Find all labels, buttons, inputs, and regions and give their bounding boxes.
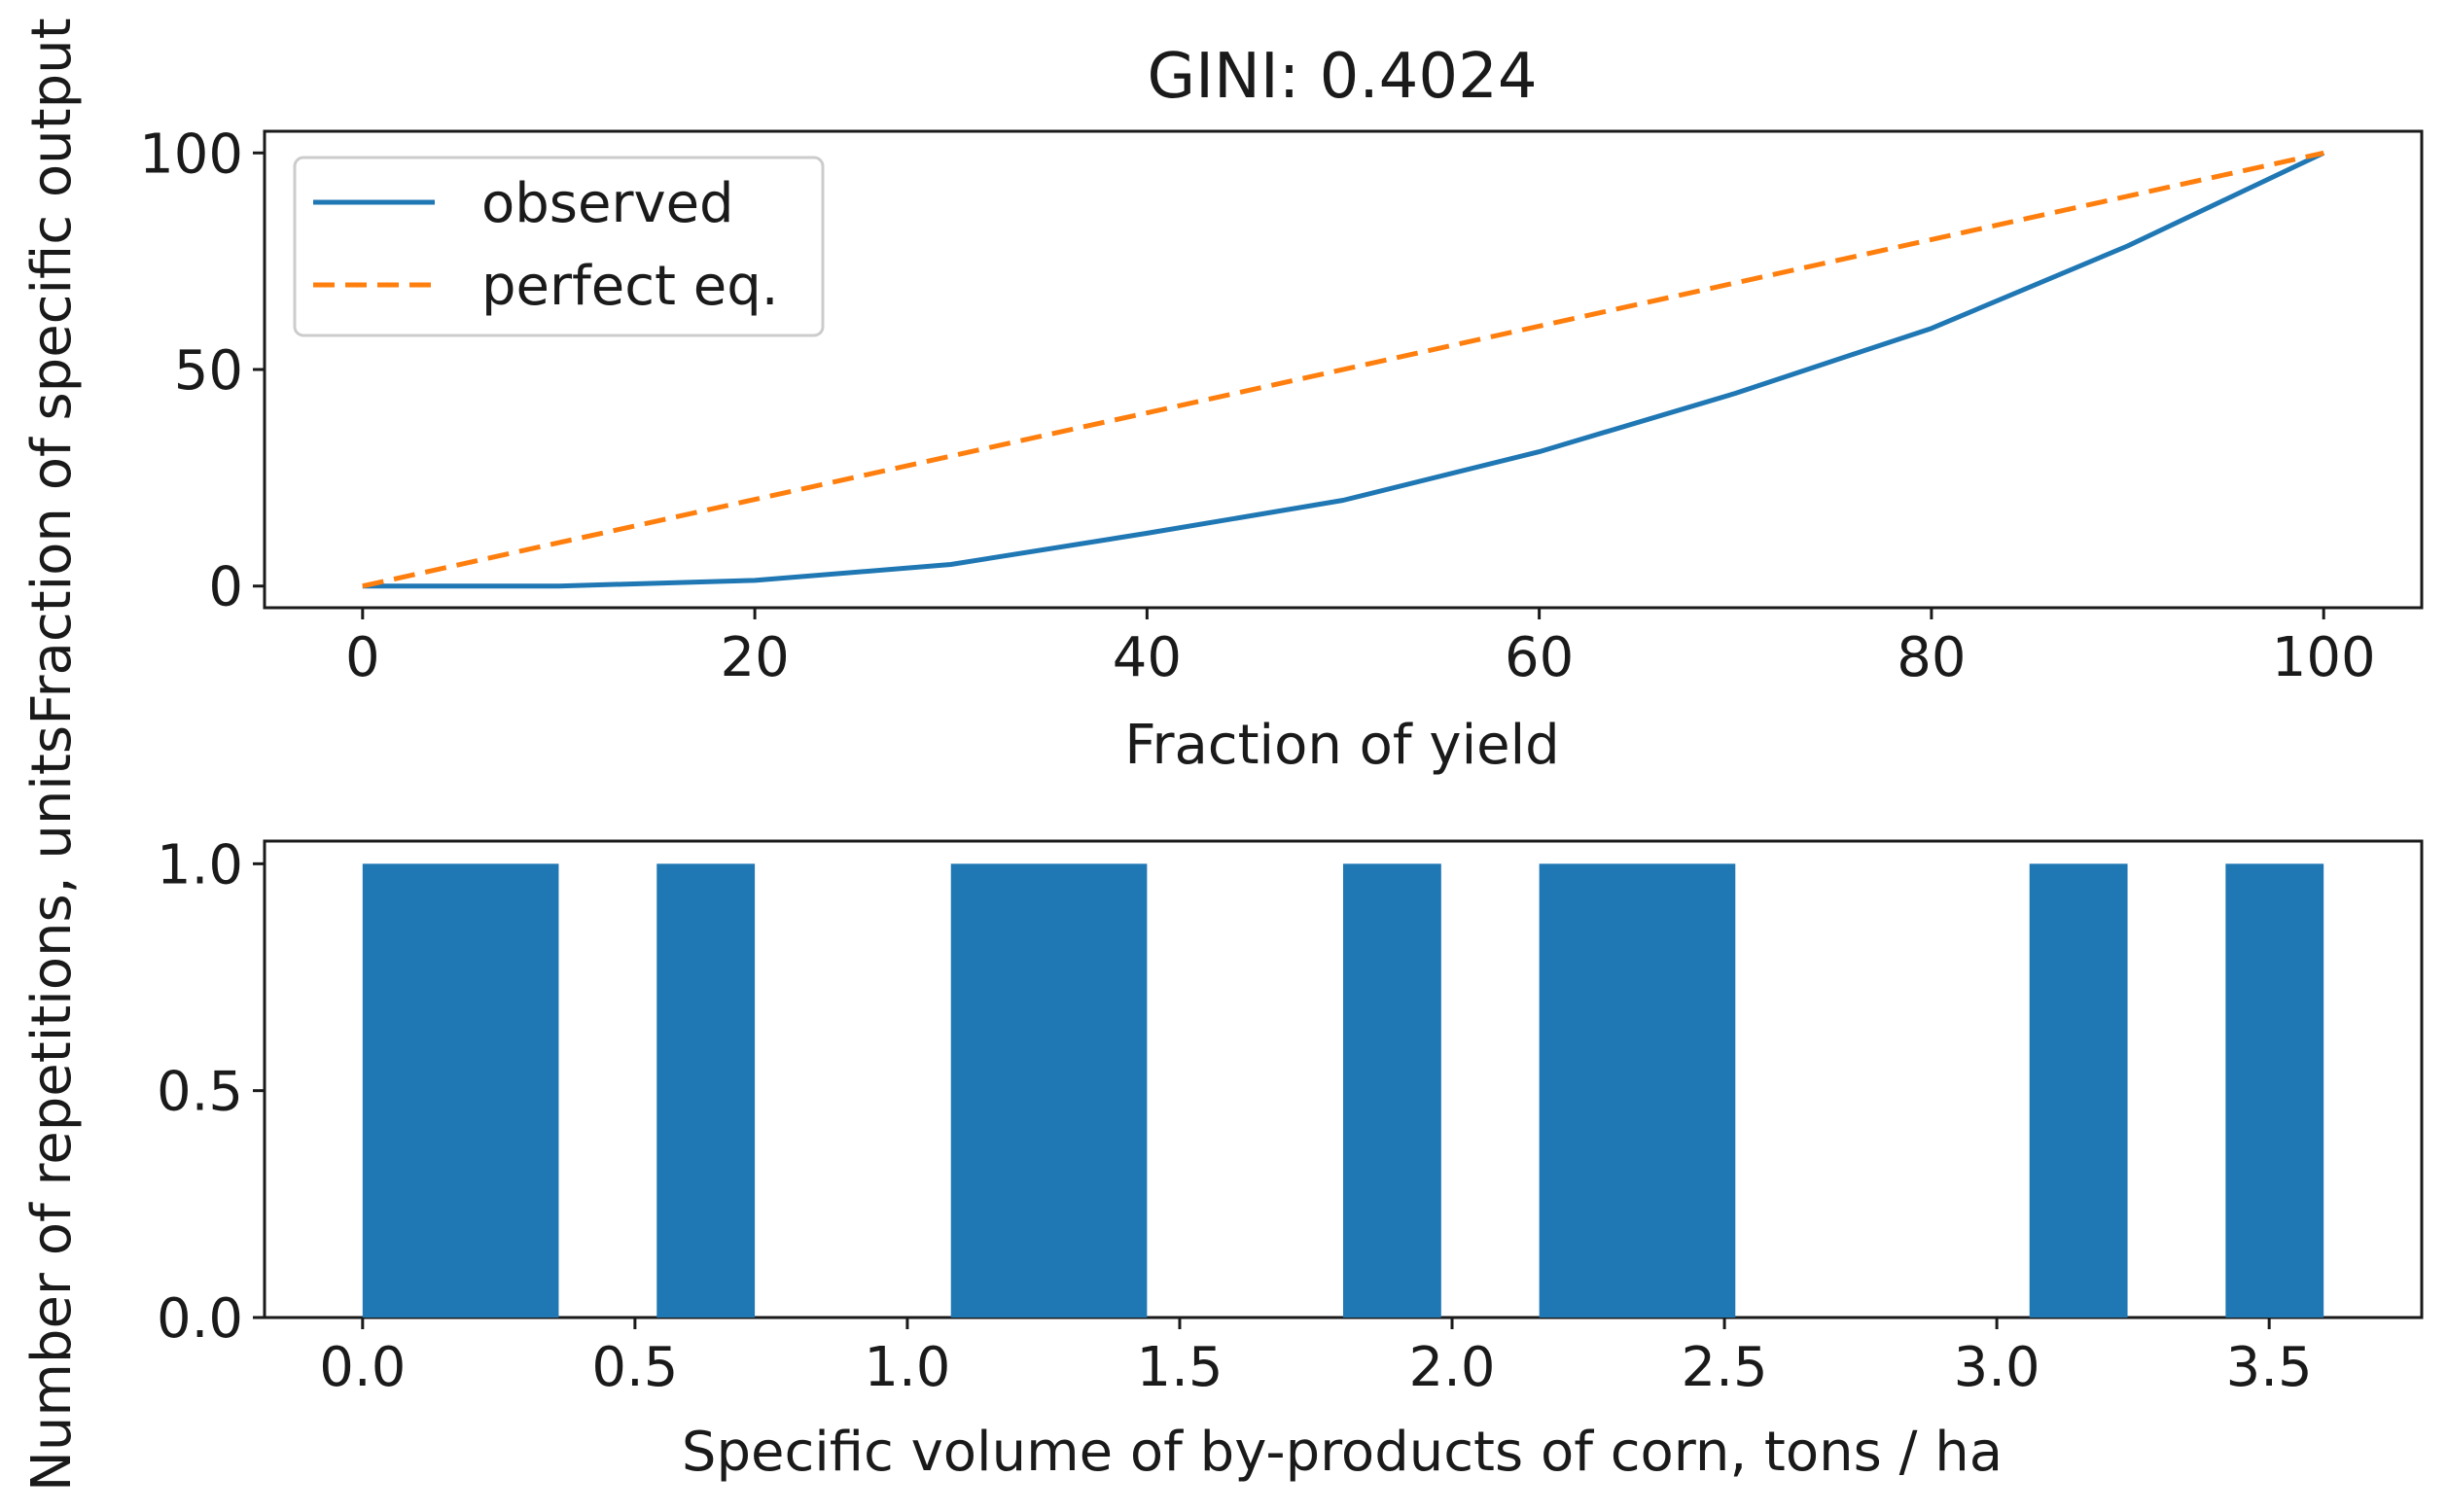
top-y-tick-label: 0 (208, 556, 243, 619)
top-x-tick-label: 80 (1897, 626, 1966, 689)
bottom-x-tick-label: 0.5 (591, 1336, 678, 1399)
top-x-axis-label: Fraction of yield (1124, 714, 1559, 777)
bottom-y-axis-label: Number of repetitions, units (20, 725, 84, 1492)
bottom-x-tick-label: 3.0 (1954, 1336, 2040, 1399)
top-y-tick-label: 50 (174, 339, 243, 403)
top-y-tick-label: 100 (139, 123, 243, 186)
histogram-bar (950, 863, 1148, 1318)
top-x-ticks: 0 20 40 60 80 100 (345, 608, 2376, 689)
legend-label-observed: observed (481, 172, 734, 235)
legend-label-perfect-eq: perfect eq. (481, 255, 779, 318)
top-x-tick-label: 40 (1113, 626, 1182, 689)
chart-title: GINI: 0.4024 (1147, 41, 1537, 113)
top-series-lines (362, 150, 2325, 589)
top-x-tick-label: 60 (1505, 626, 1574, 689)
bottom-x-tick-label: 0.0 (319, 1336, 406, 1399)
bottom-x-tick-label: 1.0 (864, 1336, 950, 1399)
bottom-y-tick-label: 0.0 (157, 1287, 243, 1351)
series-line-perfect-eq (362, 150, 2324, 589)
histogram-bar (1343, 863, 1441, 1318)
bottom-x-tick-label: 2.0 (1408, 1336, 1495, 1399)
top-y-axis-label: Fraction of specific output (20, 18, 84, 724)
top-x-tick-label: 100 (2272, 626, 2376, 689)
top-x-tick-label: 0 (345, 626, 380, 689)
histogram-bar (2225, 863, 2324, 1318)
lorenz-chart: GINI: 0.4024 0 20 40 60 80 100 0 50 100 Fractio… (20, 18, 2424, 777)
histogram-bars (362, 863, 2324, 1318)
histogram-bar (2029, 863, 2128, 1318)
bottom-x-tick-label: 3.5 (2226, 1336, 2313, 1399)
histogram-bar (656, 863, 756, 1318)
histogram-chart: 0.0 0.5 1.0 1.5 2.0 2.5 3.0 3.5 0.0 0.5 1.0 Speci… (20, 725, 2424, 1492)
bottom-y-tick-label: 0.5 (157, 1061, 243, 1124)
series-line-observed (362, 151, 2325, 589)
legend: observed perfect eq. (293, 156, 825, 337)
bottom-x-tick-label: 2.5 (1682, 1336, 1768, 1399)
histogram-bar (362, 863, 559, 1318)
top-x-tick-label: 20 (720, 626, 789, 689)
histogram-bar (1539, 863, 1736, 1318)
bottom-x-ticks: 0.0 0.5 1.0 1.5 2.0 2.5 3.0 3.5 (319, 1318, 2313, 1399)
bottom-x-axis-label: Specific volume of by-products of corn, … (682, 1421, 2003, 1484)
top-y-ticks: 0 50 100 (139, 123, 265, 619)
bottom-y-tick-label: 1.0 (157, 833, 243, 897)
bottom-x-tick-label: 1.5 (1136, 1336, 1223, 1399)
bottom-y-ticks: 0.0 0.5 1.0 (157, 833, 265, 1351)
